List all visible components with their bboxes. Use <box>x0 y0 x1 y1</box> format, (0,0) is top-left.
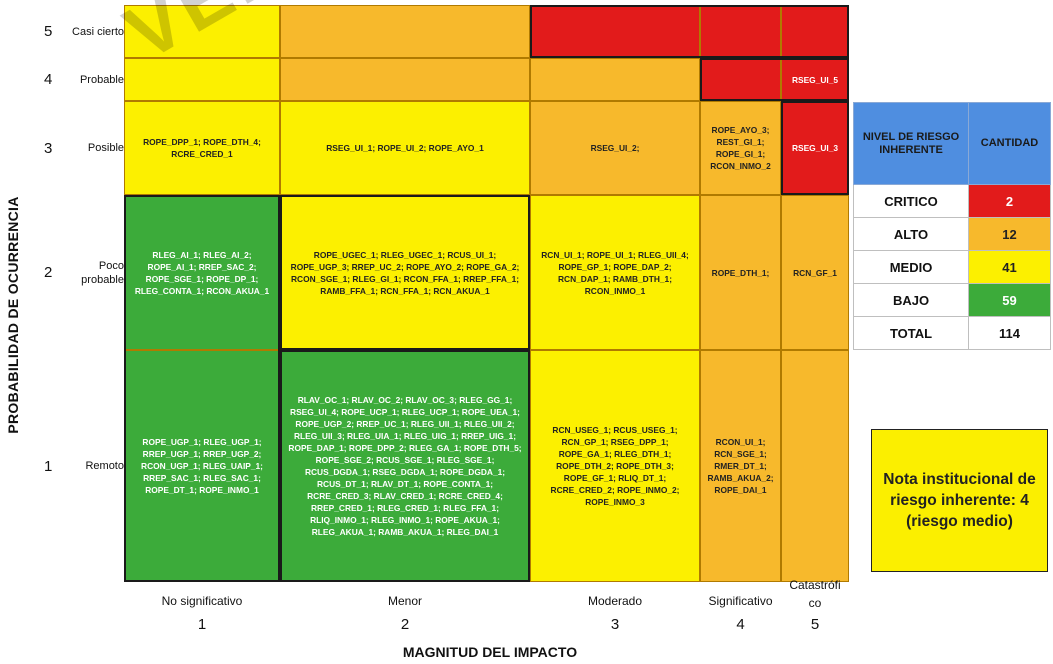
heatmap-cell-p2-i1: RLEG_AI_1; RLEG_AI_2; ROPE_AI_1; RREP_SA… <box>124 195 280 350</box>
y-label-5: 5 Casi cierto <box>44 17 124 47</box>
x-label-5: Catastrófi co <box>789 578 841 610</box>
y-label-number: 3 <box>44 139 53 157</box>
x-label-1: No significativo <box>161 594 243 608</box>
y-label-1: 1 Remoto <box>44 451 124 481</box>
legend-level-count: 12 <box>968 217 1051 251</box>
x-number-1: 1 <box>197 616 207 633</box>
heatmap-cell-p4-i1 <box>124 58 280 101</box>
x-label-4: Significativo <box>708 594 773 608</box>
heatmap-cell-p5-i4 <box>700 5 781 58</box>
x-number-4: 4 <box>736 616 745 633</box>
heatmap-cell-p3-i1: ROPE_DPP_1; ROPE_DTH_4; RCRE_CRED_1 <box>124 101 280 195</box>
heatmap-cell-p4-i5: RSEG_UI_5 <box>781 58 849 101</box>
heatmap-cell-p4-i4 <box>700 58 781 101</box>
x-label-2: Menor <box>387 594 422 608</box>
y-label-number: 1 <box>44 457 53 475</box>
y-label-text: Posible <box>87 142 124 154</box>
heatmap-cell-p3-i5: RSEG_UI_3 <box>781 101 849 195</box>
y-label-text: Remoto <box>85 460 124 472</box>
heatmap-cell-p2-i3: RCN_UI_1; ROPE_UI_1; RLEG_UII_4; ROPE_GP… <box>530 195 700 350</box>
legend-header-level: NIVEL DE RIESGO INHERENTE <box>853 102 969 185</box>
heatmap-cell-p5-i2 <box>280 5 530 58</box>
heatmap-cell-p4-i2 <box>280 58 530 101</box>
legend-level-name: MEDIO <box>853 250 969 284</box>
x-label-3: Moderado <box>587 594 643 608</box>
institutional-note: Nota institucional de riesgo inherente: … <box>871 429 1048 572</box>
heatmap-cell-p3-i3: RSEG_UI_2; <box>530 101 700 195</box>
legend-level-name: TOTAL <box>853 316 969 350</box>
y-label-text: Probable <box>79 73 124 86</box>
legend-level-name: CRITICO <box>853 184 969 218</box>
x-axis-title: MAGNITUD DEL IMPACTO <box>402 644 578 660</box>
heatmap-cell-p2-i2: ROPE_UGEC_1; RLEG_UGEC_1; RCUS_UI_1; ROP… <box>280 195 530 350</box>
legend-level-name: BAJO <box>853 283 969 317</box>
legend-level-count: 41 <box>968 250 1051 284</box>
y-label-number: 2 <box>44 264 53 281</box>
y-axis-title: PROBABILIDAD DE OCURRENCIA <box>5 196 21 434</box>
legend-row-bajo: BAJO 59 <box>853 283 1051 317</box>
y-label-3: 3 Posible <box>44 133 124 163</box>
legend-level-name: ALTO <box>853 217 969 251</box>
heatmap-cell-p1-i1: ROPE_UGP_1; RLEG_UGP_1; RREP_UGP_1; RREP… <box>124 350 280 582</box>
x-number-5: 5 <box>810 616 820 633</box>
heatmap-cell-p5-i3 <box>530 5 700 58</box>
legend-row-alto: ALTO 12 <box>853 217 1051 251</box>
heatmap-cell-p5-i5 <box>781 5 849 58</box>
y-label-number: 4 <box>44 71 53 88</box>
heatmap-cell-p2-i5: RCN_GF_1 <box>781 195 849 350</box>
legend-level-count: 59 <box>968 283 1051 317</box>
heatmap-cell-p3-i2: RSEG_UI_1; ROPE_UI_2; ROPE_AYO_1 <box>280 101 530 195</box>
legend-row-medio: MEDIO 41 <box>853 250 1051 284</box>
legend-row-critico: CRITICO 2 <box>853 184 1051 218</box>
heatmap-cell-p5-i1 <box>124 5 280 58</box>
legend-row-total: TOTAL 114 <box>853 316 1051 350</box>
x-number-3: 3 <box>610 616 620 633</box>
legend-level-count: 2 <box>968 184 1051 218</box>
y-label-text: Poco probable <box>81 259 124 286</box>
heatmap-cell-p2-i4: ROPE_DTH_1; <box>700 195 781 350</box>
heatmap-cell-p1-i4: RCON_UI_1; RCN_SGE_1; RMER_DT_1; RAMB_AK… <box>700 350 781 582</box>
y-label-2: 2 Poco probable <box>44 258 124 288</box>
y-label-number: 5 <box>44 23 53 40</box>
y-label-text: Casi cierto <box>72 25 124 38</box>
heatmap-cell-p3-i4: ROPE_AYO_3; REST_GI_1; ROPE_GI_1; RCON_I… <box>700 101 781 195</box>
legend-header-count: CANTIDAD <box>968 102 1051 185</box>
heatmap-cell-p4-i3 <box>530 58 700 101</box>
heatmap-cell-p1-i3: RCN_USEG_1; RCUS_USEG_1; RCN_GP_1; RSEG_… <box>530 350 700 582</box>
legend-level-count: 114 <box>968 316 1051 350</box>
y-label-4: 4 Probable <box>44 65 124 95</box>
heatmap-cell-p1-i5 <box>781 350 849 582</box>
x-number-2: 2 <box>400 616 410 633</box>
heatmap-cell-p1-i2: RLAV_OC_1; RLAV_OC_2; RLAV_OC_3; RLEG_GG… <box>280 350 530 582</box>
legend-table: NIVEL DE RIESGO INHERENTE CANTIDAD CRITI… <box>853 102 1051 350</box>
